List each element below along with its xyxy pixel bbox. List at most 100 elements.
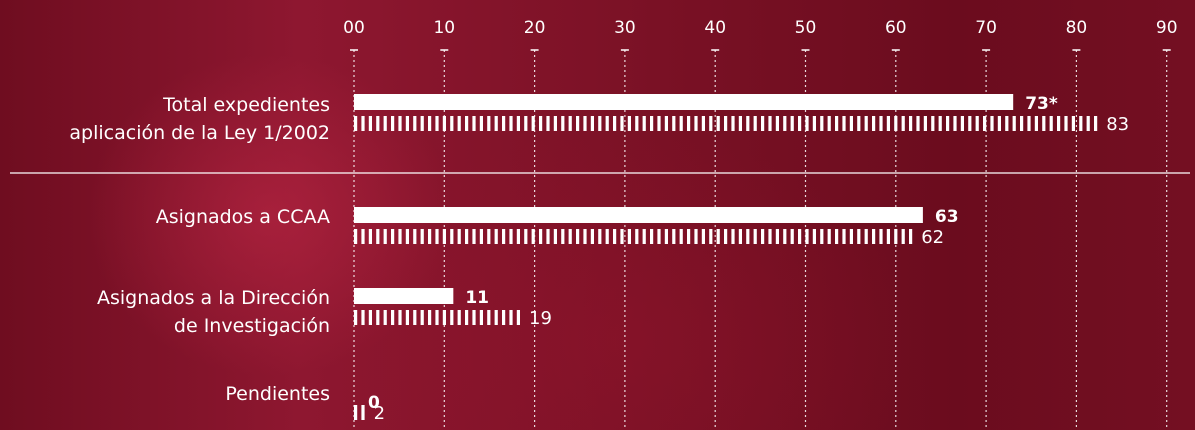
striped-bar-segment [857, 116, 861, 131]
striped-bar-segment [746, 116, 750, 131]
striped-bar-segment [724, 229, 728, 244]
striped-bar-segment [1057, 116, 1061, 131]
striped-bar-segment [687, 229, 691, 244]
striped-bar-segment [894, 229, 898, 244]
striped-bar-value-label: 83 [1106, 114, 1129, 135]
striped-bar-segment [1079, 116, 1083, 131]
striped-bar-segment [531, 116, 535, 131]
category-label: Asignados a la Dirección [97, 287, 330, 309]
striped-bar-segment [479, 229, 483, 244]
striped-bar-segment [672, 229, 676, 244]
x-tick-label: 40 [704, 18, 726, 38]
striped-bar-segment [664, 116, 668, 131]
striped-bar-segment [805, 229, 809, 244]
striped-bar-segment [376, 229, 380, 244]
striped-bar-segment [731, 116, 735, 131]
striped-bar-segment [487, 116, 491, 131]
striped-bar-segment [583, 116, 587, 131]
striped-bar-segment [827, 116, 831, 131]
striped-bar-segment [798, 116, 802, 131]
striped-bar-segment [738, 229, 742, 244]
x-tick-label: 60 [885, 18, 907, 38]
striped-bar-segment [428, 310, 432, 325]
x-tick-label: 00 [343, 18, 365, 38]
striped-bar-segment [679, 116, 683, 131]
striped-bar-segment [620, 229, 624, 244]
solid-bar-value-label: 11 [465, 288, 489, 308]
striped-bar-segment [435, 116, 439, 131]
striped-bar-segment [805, 116, 809, 131]
striped-bar-segment [590, 116, 594, 131]
x-tick-label: 20 [524, 18, 546, 38]
striped-bar-segment [546, 116, 550, 131]
striped-bar-segment [405, 116, 409, 131]
striped-bar-segment [391, 310, 395, 325]
striped-bar-segment [842, 229, 846, 244]
striped-bar-segment [479, 116, 483, 131]
striped-bar-segment [724, 116, 728, 131]
striped-bar-segment [627, 116, 631, 131]
striped-bar-segment [701, 116, 705, 131]
striped-bar-segment [605, 116, 609, 131]
striped-bar-segment [553, 229, 557, 244]
striped-bar-segment [524, 116, 528, 131]
striped-bar-segment [872, 229, 876, 244]
striped-bar-segment [1064, 116, 1068, 131]
striped-bar-segment [487, 229, 491, 244]
striped-bar-segment [886, 229, 890, 244]
striped-bar-segment [413, 229, 417, 244]
striped-bar-segment [768, 229, 772, 244]
striped-bar-segment [672, 116, 676, 131]
striped-bar-segment [783, 116, 787, 131]
striped-bar-segment [642, 116, 646, 131]
category-label: de Investigación [174, 315, 330, 337]
striped-bar-segment [849, 229, 853, 244]
striped-bar-segment [457, 116, 461, 131]
striped-bar-segment [354, 116, 358, 131]
striped-bar-segment [502, 310, 506, 325]
striped-bar-segment [901, 229, 905, 244]
striped-bar-segment [694, 116, 698, 131]
striped-bar-segment [820, 116, 824, 131]
striped-bar-segment [790, 116, 794, 131]
solid-bar [354, 288, 454, 304]
striped-bar-segment [502, 116, 506, 131]
striped-bar-segment [391, 116, 395, 131]
striped-bar-segment [405, 310, 409, 325]
striped-bar-segment [354, 229, 358, 244]
solid-bar-value-label: 63 [935, 207, 959, 227]
striped-bar-segment [775, 116, 779, 131]
striped-bar-segment [494, 116, 498, 131]
striped-bar-value-label: 2 [374, 403, 385, 424]
striped-bar-segment [1020, 116, 1024, 131]
striped-bar-segment [613, 116, 617, 131]
striped-bar-segment [879, 229, 883, 244]
x-tick-label: 10 [433, 18, 455, 38]
striped-bar-segment [983, 116, 987, 131]
striped-bar-segment [361, 405, 365, 420]
striped-bar-segment [568, 229, 572, 244]
striped-bar-segment [798, 229, 802, 244]
striped-bar-segment [1042, 116, 1046, 131]
striped-bar-segment [694, 229, 698, 244]
striped-bar-segment [465, 310, 469, 325]
striped-bar-segment [635, 116, 639, 131]
striped-bar-segment [746, 229, 750, 244]
striped-bar-segment [879, 116, 883, 131]
striped-bar-segment [442, 116, 446, 131]
category-label: Total expedientes [162, 94, 330, 116]
striped-bar-segment [428, 229, 432, 244]
striped-bar-segment [679, 229, 683, 244]
striped-bar-segment [864, 229, 868, 244]
striped-bar-segment [494, 310, 498, 325]
striped-bar-segment [354, 310, 358, 325]
striped-bar-segment [361, 229, 365, 244]
striped-bar-segment [450, 116, 454, 131]
striped-bar-segment [553, 116, 557, 131]
solid-bar-value-label: 73* [1025, 94, 1058, 114]
striped-bar-segment [946, 116, 950, 131]
striped-bar-segment [376, 116, 380, 131]
striped-bar-segment [968, 116, 972, 131]
